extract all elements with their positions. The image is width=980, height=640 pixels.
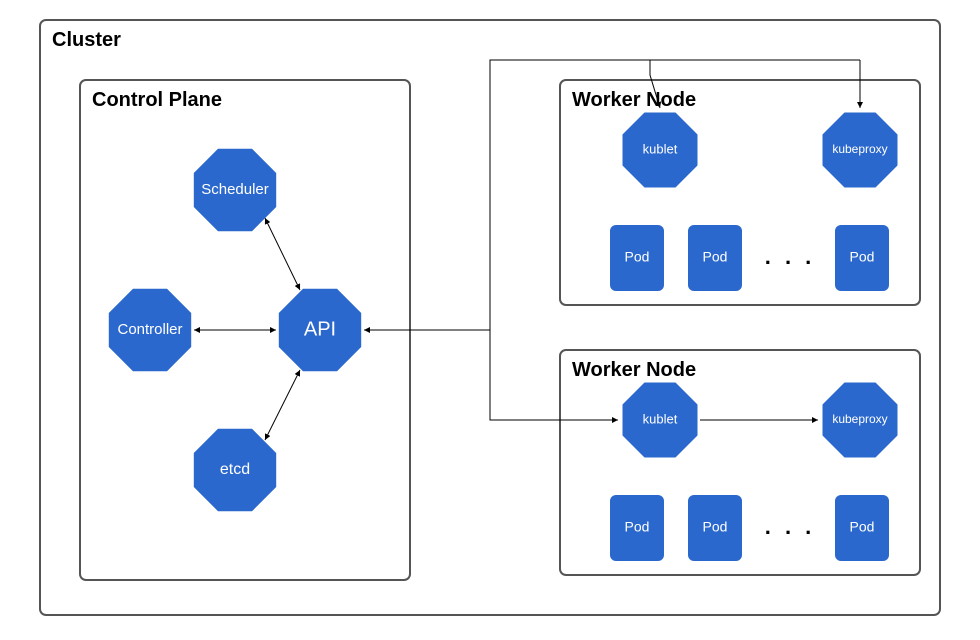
pod-w1-2: Pod [835, 225, 889, 291]
pod-w2-1: Pod [688, 495, 742, 561]
pod-w2-1-label: Pod [703, 519, 728, 535]
node-w2_kublet: kublet [623, 383, 697, 457]
pod-w2-2: Pod [835, 495, 889, 561]
node-w1_kublet: kublet [623, 113, 697, 187]
node-w1_kubeproxy-label: kubeproxy [832, 142, 887, 156]
node-scheduler-label: Scheduler [201, 181, 269, 198]
pod-w1-1: Pod [688, 225, 742, 291]
container-worker1-label: Worker Node [572, 89, 696, 111]
node-w1_kubeproxy: kubeproxy [823, 113, 897, 187]
edge-scheduler-api [265, 218, 300, 290]
edge-branch-worker2 [490, 330, 560, 420]
node-scheduler: Scheduler [194, 149, 275, 230]
pods-w1-ellipsis: . . . [765, 244, 816, 269]
node-controller-label: Controller [117, 321, 182, 338]
pod-w1-0: Pod [610, 225, 664, 291]
container-worker2-label: Worker Node [572, 359, 696, 381]
pod-w2-0-label: Pod [625, 519, 650, 535]
node-w2_kubeproxy: kubeproxy [823, 383, 897, 457]
pod-w2-0: Pod [610, 495, 664, 561]
node-api: API [279, 289, 360, 370]
node-controller: Controller [109, 289, 190, 370]
node-w1_kublet-label: kublet [643, 141, 678, 156]
pod-w1-1-label: Pod [703, 249, 728, 265]
pod-w1-0-label: Pod [625, 249, 650, 265]
edge-etcd-api [265, 370, 300, 440]
node-etcd-label: etcd [220, 461, 250, 478]
node-w2_kublet-label: kublet [643, 411, 678, 426]
pods-w2-ellipsis: . . . [765, 514, 816, 539]
container-cluster-label: Cluster [52, 29, 121, 51]
pod-w1-2-label: Pod [850, 249, 875, 265]
pod-w2-2-label: Pod [850, 519, 875, 535]
node-api-label: API [304, 318, 336, 340]
node-w2_kubeproxy-label: kubeproxy [832, 412, 887, 426]
node-etcd: etcd [194, 429, 275, 510]
container-controlPlane-label: Control Plane [92, 89, 222, 111]
